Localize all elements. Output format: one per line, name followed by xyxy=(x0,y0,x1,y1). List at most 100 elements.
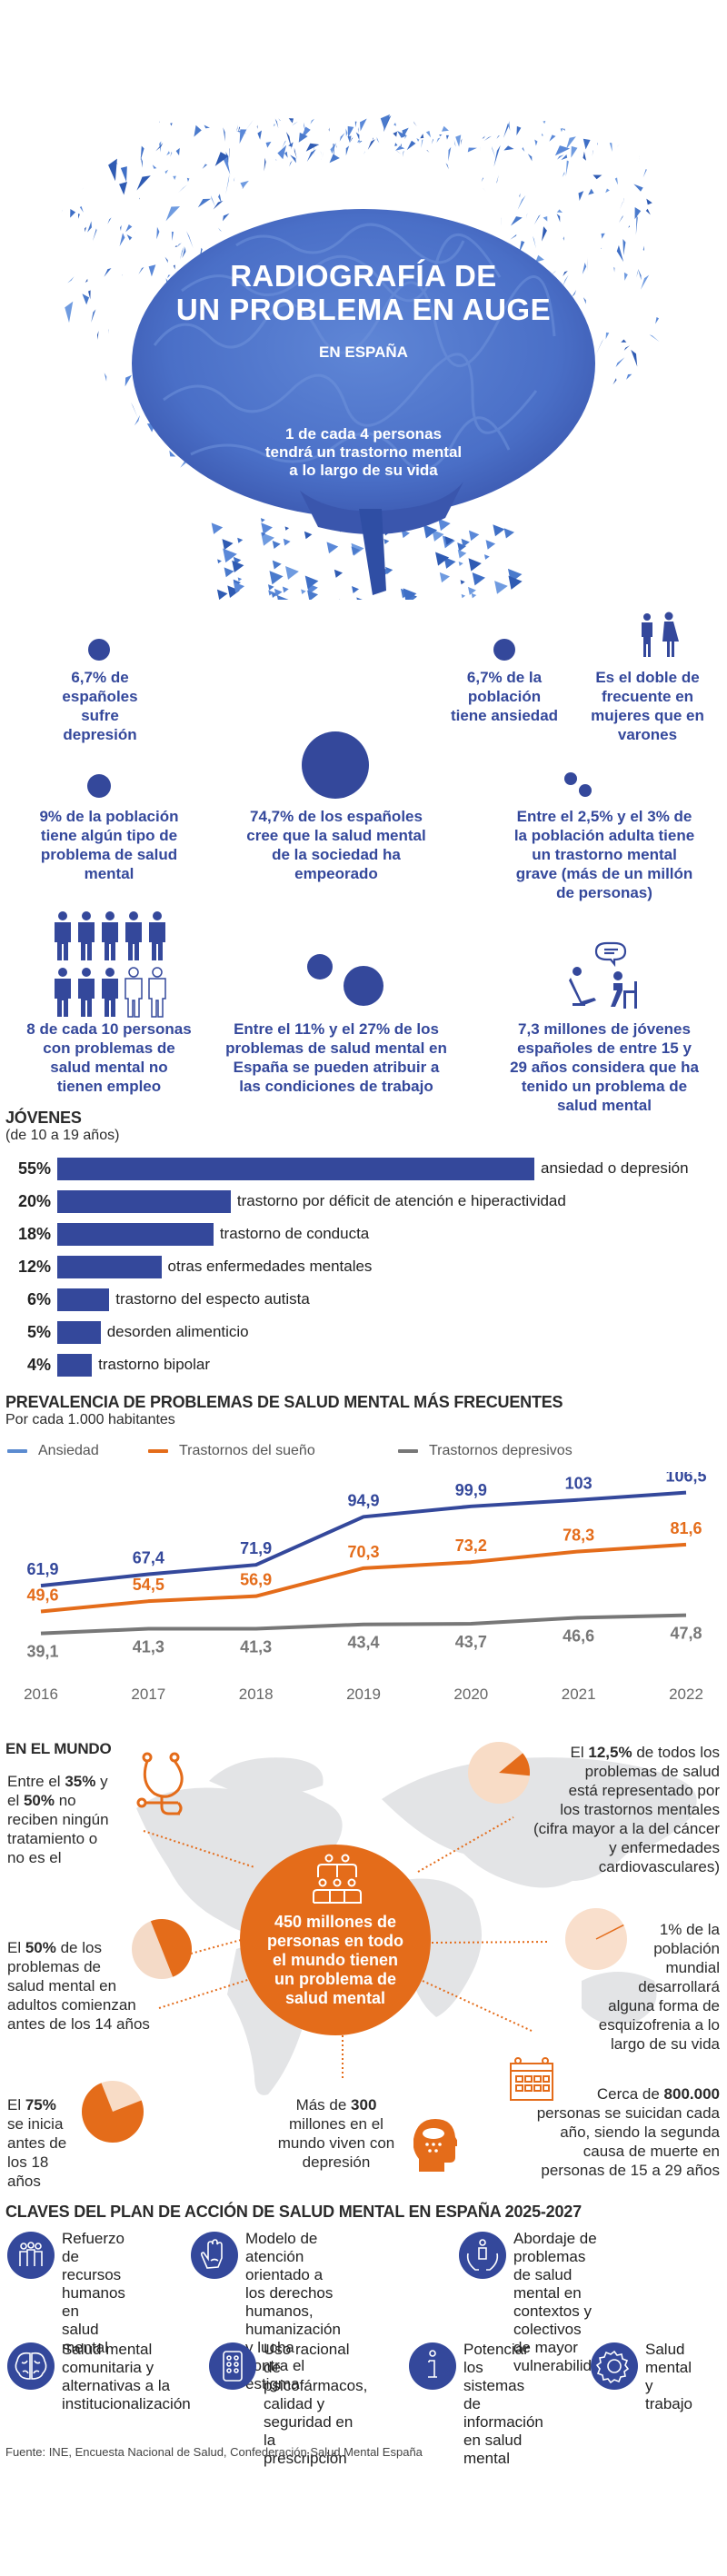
clave-text-line: contextos y colectivos xyxy=(513,2302,592,2338)
shard xyxy=(104,268,112,277)
shard xyxy=(593,174,603,180)
shard xyxy=(461,138,463,145)
x-tick-label: 2016 xyxy=(24,1686,58,1703)
shard xyxy=(307,590,319,600)
shard xyxy=(283,538,291,546)
hero-stat-line: tendrá un trastorno mental xyxy=(264,443,463,461)
shard xyxy=(125,224,133,233)
shard xyxy=(194,124,202,137)
clave-text: Potenciar los sistemas de información en sa… xyxy=(463,2341,543,2468)
text-bold: 50% xyxy=(23,1792,55,1809)
hands-person-icon xyxy=(459,2232,506,2279)
shard xyxy=(601,233,605,239)
jovenes-title: JÓVENES xyxy=(5,1109,82,1127)
shard xyxy=(542,133,543,136)
shard xyxy=(334,569,344,578)
shard xyxy=(87,221,92,233)
data-label: 94,9 xyxy=(347,1491,379,1509)
shard xyxy=(240,180,249,189)
shard xyxy=(492,145,496,160)
stat-empeorado: 74,7% de los españoles cree que la salud… xyxy=(223,807,450,883)
clave-text-line: sistemas de xyxy=(463,2377,525,2412)
shard xyxy=(393,122,396,126)
shard xyxy=(236,124,238,133)
legend-item: Trastornos del sueño xyxy=(148,1443,315,1459)
shard xyxy=(159,121,160,124)
shard xyxy=(186,177,190,183)
text-line: los trastornos mentales xyxy=(560,1801,720,1818)
shard xyxy=(239,129,247,144)
people-one-of-four-icon xyxy=(4,0,97,49)
shard xyxy=(638,154,641,165)
shard xyxy=(267,584,274,591)
legend-label: Ansiedad xyxy=(38,1443,99,1458)
stat-jovenes: 7,3 millones de jóvenes españoles de ent… xyxy=(486,1019,722,1115)
clave-text-line: trabajo xyxy=(645,2395,692,2412)
text-bold: 50% xyxy=(25,1939,56,1956)
jovenes-bar-chart: 55% ansiedad o depresión 20% trastorno por … xyxy=(0,1156,727,1383)
shard xyxy=(618,214,623,224)
stat-line: 6,7% de la xyxy=(466,669,543,686)
text-bold: 12,5% xyxy=(588,1744,632,1761)
shard xyxy=(445,163,449,170)
shard xyxy=(330,143,337,154)
shard xyxy=(439,572,451,583)
shard xyxy=(482,187,486,192)
shard xyxy=(621,339,627,343)
shard xyxy=(503,528,514,539)
stat-dot-large-icon xyxy=(302,731,369,799)
shard xyxy=(139,197,140,200)
stat-line: depresión xyxy=(63,726,137,743)
shard xyxy=(597,142,598,145)
shard xyxy=(563,236,564,241)
clave-text-line: Salud xyxy=(645,2341,685,2358)
text-line: el 50% no xyxy=(7,1791,144,1810)
mundo-inicio: El 75% se inicia antes de los 18 años xyxy=(7,2095,80,2191)
clave-text-line: psicofármacos, xyxy=(264,2377,368,2394)
text-span: El xyxy=(7,1939,25,1956)
shard xyxy=(301,589,306,594)
shard xyxy=(355,132,360,141)
shard xyxy=(633,184,643,192)
shard xyxy=(175,147,180,156)
shard xyxy=(613,266,615,273)
bar xyxy=(57,1190,231,1213)
person-filled-icon xyxy=(55,911,71,960)
shard xyxy=(622,239,626,256)
shard xyxy=(345,145,350,156)
therapy-session-icon xyxy=(569,941,637,1009)
bar xyxy=(57,1256,162,1278)
shard xyxy=(472,572,486,586)
prevalencia-line-chart: 61,9 67,4 71,9 94,9 99,9 103 106,5 49,6 54,5 56,9… xyxy=(24,1472,706,1703)
shard xyxy=(269,571,284,585)
x-tick-label: 2021 xyxy=(562,1686,596,1703)
stat-line: 29 años considera que ha xyxy=(510,1059,699,1076)
line-chart-legend: Ansiedad Trastornos del sueño Trastornos d… xyxy=(7,1443,725,1463)
data-label: 47,8 xyxy=(670,1625,702,1643)
text-line: problemas de xyxy=(7,1958,102,1975)
text-line: no es el xyxy=(7,1849,62,1866)
text-line: Más de 300 xyxy=(264,2095,409,2114)
hand-icon xyxy=(191,2232,238,2279)
gear-icon xyxy=(591,2342,638,2390)
shard xyxy=(294,147,297,159)
claves-title: CLAVES DEL PLAN DE ACCIÓN DE SALUD MENTA… xyxy=(5,2203,582,2221)
text-line: salud mental en xyxy=(7,1977,117,1994)
stat-line: Entre el 2,5% y el 3% de xyxy=(516,808,692,825)
shard xyxy=(457,542,467,552)
text-line: esquizofrenia a lo xyxy=(598,2016,720,2034)
clave-text-line: seguridad en la xyxy=(264,2413,354,2449)
text-line: Cerca de 800.000 xyxy=(491,2084,720,2104)
text-line: El 12,5% de todos los xyxy=(436,1743,720,1762)
shard xyxy=(543,215,548,222)
stat-line: 7,3 millones de jóvenes xyxy=(518,1020,691,1038)
shard xyxy=(333,143,334,162)
shard xyxy=(435,552,450,566)
shard xyxy=(329,154,340,164)
shard xyxy=(67,276,75,283)
stat-line: de personas) xyxy=(556,884,652,901)
brain-icon xyxy=(7,2342,55,2390)
bar-row: 55% ansiedad o depresión xyxy=(0,1156,727,1181)
shard xyxy=(305,143,320,152)
shard xyxy=(542,226,547,242)
